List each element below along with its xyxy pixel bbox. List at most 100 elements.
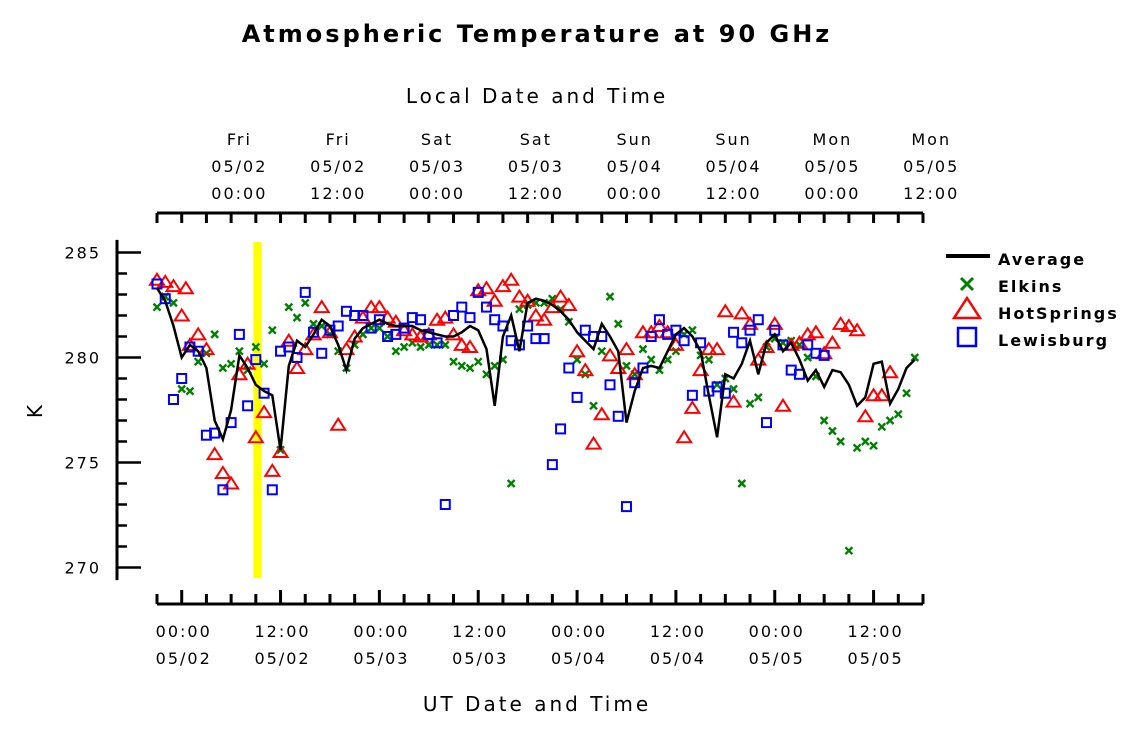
top-tick-label: 12:00	[706, 184, 762, 203]
lewisburg-point	[645, 331, 657, 342]
average-series-line	[155, 287, 916, 451]
x-tick-label: 00:00	[353, 622, 409, 641]
top-tick-label: 05/02	[310, 157, 366, 176]
hotsprings-point	[774, 397, 792, 412]
hotsprings-point	[732, 305, 751, 320]
hotsprings-point	[757, 339, 776, 353]
elkins-point	[836, 437, 845, 446]
hotsprings-point	[831, 316, 850, 330]
lewisburg-point	[744, 324, 756, 336]
top-tick-label: 05/02	[211, 157, 267, 176]
hotsprings-point	[700, 341, 718, 356]
elkins-point	[515, 304, 524, 314]
lewisburg-point	[571, 391, 583, 403]
elkins-point	[803, 353, 813, 362]
elkins-point	[416, 342, 425, 352]
lewisburg-point	[604, 379, 616, 391]
top-tick-label: 00:00	[409, 184, 465, 203]
lewisburg-point	[464, 312, 476, 324]
lewisburg-point	[456, 301, 468, 313]
hotsprings-point	[551, 288, 570, 303]
lewisburg-point	[489, 314, 501, 326]
elkins-point	[613, 319, 623, 329]
y-tick-label: 285	[64, 244, 101, 263]
lewisburg-point	[242, 400, 254, 412]
x-tick-label: 05/02	[156, 649, 212, 668]
lewisburg-point	[711, 381, 723, 393]
hotsprings-point	[864, 387, 883, 402]
elkins-point	[745, 399, 755, 409]
legend-elkins-label: Elkins	[998, 277, 1063, 296]
elkins-point	[235, 346, 244, 356]
elkins-point	[218, 363, 228, 373]
lewisburg-point	[250, 354, 262, 366]
axes-layer: 270 275 280 285 00:00 05/02 12:00 05/02 00:00 05/…	[64, 130, 957, 668]
hotsprings-point	[205, 446, 224, 461]
hotsprings-point	[568, 343, 586, 358]
top-tick-label: Sun	[715, 130, 751, 149]
hotsprings-point	[485, 292, 504, 307]
elkins-point	[753, 393, 763, 402]
legend-elkins-marker	[959, 276, 975, 292]
lewisburg-point	[653, 314, 665, 326]
hotsprings-point	[856, 408, 875, 423]
elkins-point	[391, 346, 401, 356]
hotsprings-point	[271, 444, 290, 458]
x-tick-label: 05/05	[848, 649, 904, 668]
lewisburg-point	[728, 326, 740, 338]
hotsprings-point	[625, 366, 644, 381]
elkins-point	[259, 359, 269, 369]
lewisburg-point	[332, 320, 344, 332]
lewisburg-point	[761, 417, 773, 429]
elkins-point	[893, 409, 903, 419]
elkins-point	[251, 342, 261, 352]
lewisburg-point	[620, 501, 632, 513]
hotsprings-point	[230, 366, 249, 381]
lewisburg-point	[299, 286, 311, 298]
top-tick-label: Sat	[520, 130, 552, 149]
elkins-point	[490, 361, 500, 371]
x-axis-label: UT Date and Time	[423, 692, 651, 716]
hotsprings-point	[584, 435, 603, 450]
elkins-point	[910, 353, 920, 362]
lewisburg-point	[546, 459, 558, 471]
hotsprings-point	[452, 337, 471, 351]
elkins-point	[457, 361, 467, 371]
elkins-point	[152, 302, 162, 312]
hotsprings-point	[881, 364, 899, 379]
top-tick-label: 12:00	[310, 184, 366, 203]
lewisburg-point	[233, 328, 245, 340]
hotsprings-point	[535, 311, 553, 326]
hotsprings-point	[279, 332, 298, 347]
lewisburg-point	[686, 389, 698, 401]
elkins-point	[185, 386, 195, 396]
hotsprings-point	[560, 297, 578, 311]
elkins-point	[465, 363, 475, 373]
hotsprings-point	[823, 334, 842, 349]
elkins-point	[605, 292, 615, 301]
elkins-point	[646, 355, 656, 364]
hotsprings-point	[189, 326, 208, 341]
lewisburg-point	[431, 337, 443, 349]
x-tick-label: 12:00	[848, 622, 904, 641]
lewisburg-point	[266, 484, 278, 496]
elkins-point	[226, 359, 236, 369]
top-tick-label: 00:00	[211, 184, 267, 203]
elkins-point	[267, 325, 277, 335]
elkins-point	[877, 422, 887, 432]
hotsprings-point	[370, 299, 389, 314]
x-tick-label: 12:00	[254, 622, 310, 641]
legend: Average Elkins HotSprings Lewisburg	[946, 250, 1117, 350]
x-tick-label: 05/05	[749, 649, 805, 668]
hotsprings-point	[527, 307, 545, 322]
lewisburg-point	[439, 499, 451, 510]
lewisburg-point	[192, 345, 204, 357]
elkins-point	[473, 357, 483, 367]
elkins-point	[597, 346, 607, 356]
elkins-point	[737, 479, 747, 488]
top-tick-label: Sun	[617, 130, 653, 149]
legend-lewisburg-label: Lewisburg	[998, 331, 1109, 350]
elkins-point	[193, 357, 203, 367]
hotsprings-point	[840, 318, 858, 332]
